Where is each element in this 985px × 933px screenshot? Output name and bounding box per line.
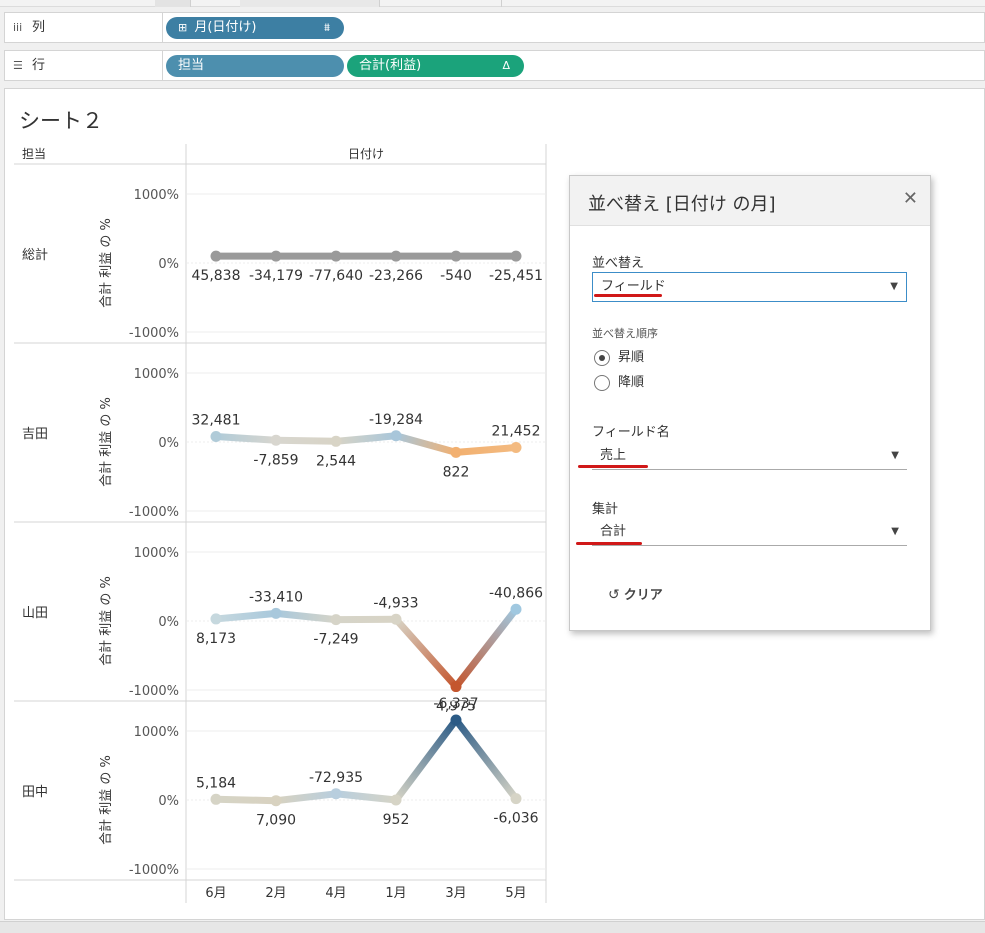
descending-radio[interactable]: 降順 (594, 374, 644, 392)
row-pill-profit-sum[interactable]: 合計(利益) Δ (347, 55, 524, 77)
chevron-down-icon: ▼ (891, 450, 899, 461)
sort-by-label: 並べ替え (592, 256, 645, 271)
red-underline-mark (576, 542, 642, 545)
sort-dialog: 並べ替え [日付け の月] ✕ 並べ替え フィールド ▼ 並べ替え順序 昇順 降… (569, 175, 931, 631)
chevron-down-icon: ▼ (890, 281, 898, 292)
sort-order-label: 並べ替え順序 (592, 327, 658, 340)
field-name-label: フィールド名 (592, 425, 670, 440)
red-underline-mark (594, 294, 662, 297)
field-name-select[interactable]: 売上 ▼ (592, 444, 907, 470)
columns-shelf-label: iii 列 (5, 13, 163, 42)
aggregation-select[interactable]: 合計 ▼ (592, 520, 907, 546)
aggregation-label: 集計 (592, 502, 619, 517)
undo-icon: ↺ (608, 587, 620, 603)
ascending-radio[interactable]: 昇順 (594, 349, 644, 367)
columns-icon: iii (13, 21, 23, 34)
status-bar (0, 921, 985, 933)
dialog-header: 並べ替え [日付け の月] ✕ (570, 176, 930, 226)
clear-button[interactable]: ↺ クリア (608, 587, 663, 603)
radio-selected-icon (594, 350, 610, 366)
column-pill-month[interactable]: ⊞ 月(日付け) ⩩ (166, 17, 344, 39)
sort-icon: ⩩ (324, 21, 330, 34)
radio-empty-icon (594, 375, 610, 391)
sheet-title: シート２ (19, 109, 103, 133)
row-pill-owner[interactable]: 担当 (166, 55, 344, 77)
red-underline-mark (578, 465, 648, 468)
tab-strip (0, 0, 985, 7)
chevron-down-icon: ▼ (891, 526, 899, 537)
sort-by-select[interactable]: フィールド ▼ (592, 272, 907, 302)
columns-shelf: iii 列 ⊞ 月(日付け) ⩩ (4, 12, 985, 43)
dialog-title: 並べ替え [日付け の月] (588, 194, 776, 215)
rows-shelf: ☰ 行 担当 合計(利益) Δ (4, 50, 985, 81)
rows-icon: ☰ (13, 59, 23, 72)
rows-shelf-label: ☰ 行 (5, 51, 163, 80)
delta-icon: Δ (502, 59, 510, 72)
plus-box-icon: ⊞ (178, 21, 188, 34)
close-icon[interactable]: ✕ (902, 188, 918, 209)
